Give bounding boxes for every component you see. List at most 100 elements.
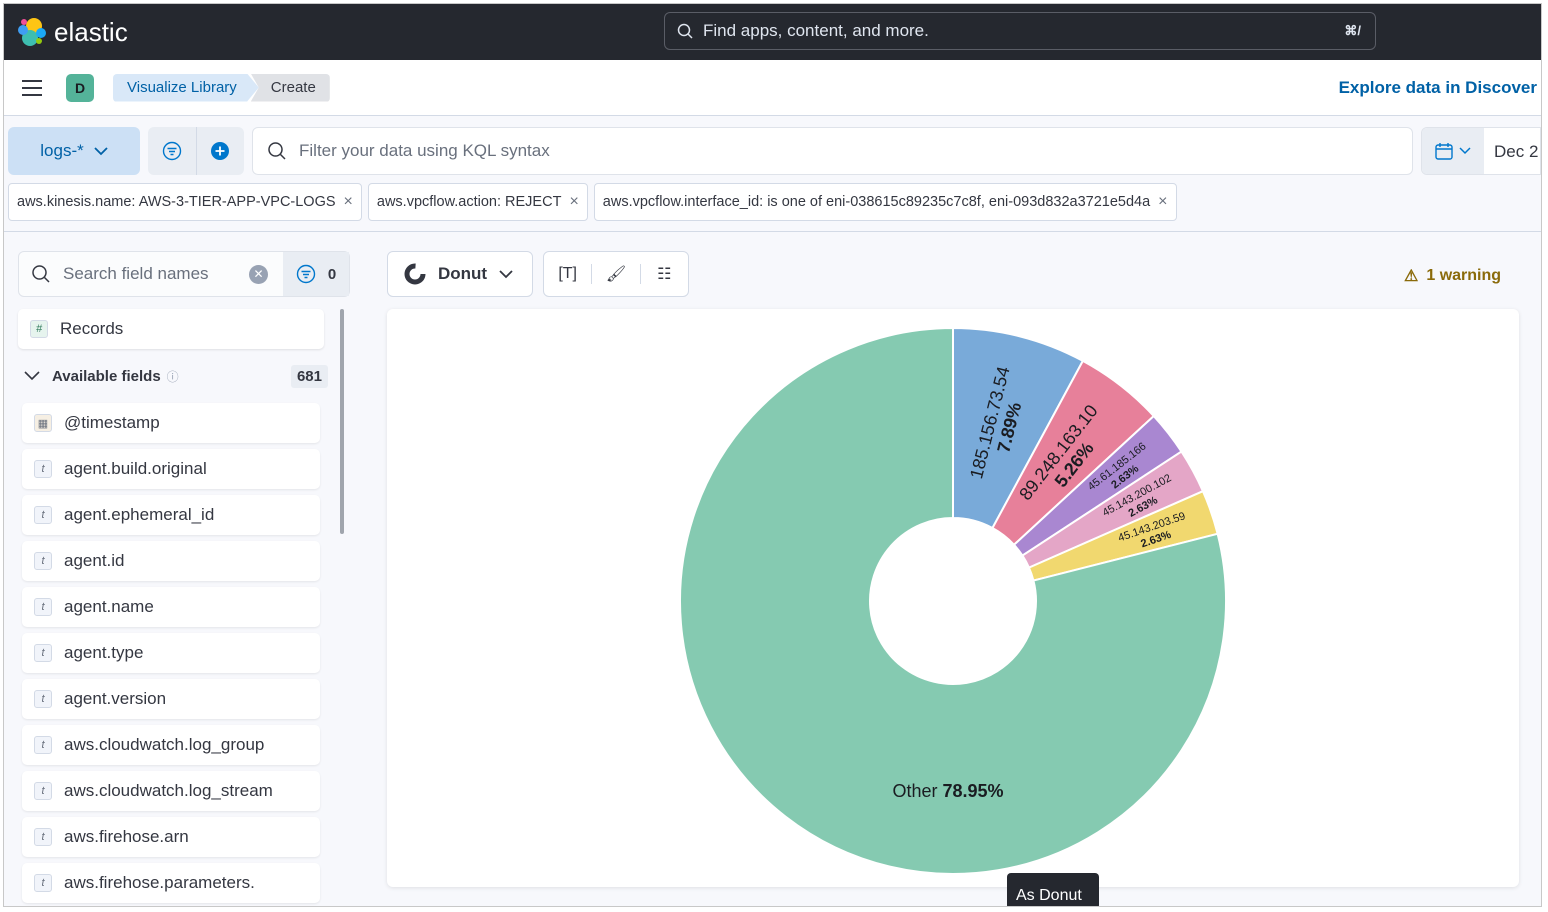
filter-pill[interactable]: aws.kinesis.name: AWS-3-TIER-APP-VPC-LOG… bbox=[8, 183, 362, 221]
filter-text: aws.vpcflow.action: REJECT bbox=[376, 194, 562, 210]
chevron-down-icon bbox=[24, 371, 40, 381]
close-icon[interactable]: × bbox=[343, 193, 353, 210]
field-filter-button[interactable]: 0 bbox=[283, 252, 349, 296]
filter-count: 0 bbox=[327, 265, 337, 283]
filter-pill[interactable]: aws.vpcflow.interface_id: is one of eni-… bbox=[593, 183, 1177, 221]
help-icon[interactable]: ⓘ bbox=[166, 369, 179, 384]
chart-panel: 185.156.73.54 7.89% 89.248.163.10 5.26% 45.6… bbox=[387, 309, 1519, 887]
search-icon bbox=[32, 265, 50, 283]
field-item[interactable]: t aws.firehose.arn bbox=[22, 817, 320, 857]
chevron-down-icon bbox=[1459, 147, 1471, 155]
shortcut-hint: ⌘/ bbox=[1344, 23, 1361, 38]
breadcrumb-visualize-library[interactable]: Visualize Library bbox=[113, 73, 259, 102]
list-icon: ☷ bbox=[657, 266, 672, 283]
calendar-icon bbox=[1435, 143, 1453, 160]
records-field[interactable]: # Records bbox=[18, 309, 324, 349]
string-field-icon: t bbox=[34, 460, 52, 478]
elastic-logo[interactable]: elastic bbox=[16, 16, 128, 48]
filter-text: aws.kinesis.name: AWS-3-TIER-APP-VPC-LOG… bbox=[17, 194, 336, 210]
field-name: aws.cloudwatch.log_group bbox=[64, 735, 265, 754]
field-item[interactable]: t agent.name bbox=[22, 587, 320, 627]
date-picker[interactable]: Dec 2 bbox=[1421, 127, 1541, 175]
menu-icon[interactable] bbox=[22, 79, 42, 96]
warning-icon: ⚠ bbox=[1404, 268, 1419, 285]
field-name: agent.name bbox=[64, 597, 154, 616]
global-search[interactable]: Find apps, content, and more. ⌘/ bbox=[664, 12, 1376, 50]
filter-menu-button[interactable] bbox=[148, 127, 196, 175]
chart-settings-group: [T] 🖌 ☷ bbox=[543, 251, 689, 297]
app-window: elastic Find apps, content, and more. ⌘/… bbox=[3, 3, 1542, 907]
top-header: elastic Find apps, content, and more. ⌘/ bbox=[4, 4, 1541, 60]
explore-in-discover-link[interactable]: Explore data in Discover bbox=[1338, 77, 1537, 97]
kql-placeholder: Filter your data using KQL syntax bbox=[299, 141, 550, 160]
string-field-icon: t bbox=[34, 782, 52, 800]
elastic-logo-icon bbox=[18, 18, 46, 46]
svg-text:Other 78.95%: Other 78.95% bbox=[892, 781, 1003, 801]
filter-pill[interactable]: aws.vpcflow.action: REJECT × bbox=[367, 183, 588, 221]
calendar-icon: ▦ bbox=[34, 414, 52, 432]
field-list: ▦ @timestamp t agent.build.original t agent.e… bbox=[18, 403, 350, 903]
field-item[interactable]: t agent.build.original bbox=[22, 449, 320, 489]
search-placeholder: Find apps, content, and more. bbox=[703, 21, 929, 40]
field-search-placeholder: Search field names bbox=[63, 264, 209, 283]
chart-type-switcher[interactable]: Donut bbox=[387, 251, 533, 297]
donut-chart[interactable]: 185.156.73.547.89%89.248.163.105.26%45.6… bbox=[387, 309, 1519, 887]
close-icon[interactable]: × bbox=[569, 193, 579, 210]
visualization-toolbar: Donut [T] 🖌 ☷ bbox=[387, 251, 689, 297]
search-icon bbox=[268, 142, 286, 160]
chart-type-label: Donut bbox=[438, 264, 488, 283]
slice-Other[interactable] bbox=[679, 326, 1227, 875]
string-field-icon: t bbox=[34, 552, 52, 570]
donut-icon bbox=[404, 263, 426, 285]
string-field-icon: t bbox=[34, 736, 52, 754]
data-view-label: logs-* bbox=[40, 141, 84, 160]
filter-icon bbox=[162, 141, 181, 161]
field-name: aws.cloudwatch.log_stream bbox=[64, 781, 273, 800]
field-item[interactable]: t aws.cloudwatch.log_group bbox=[22, 725, 320, 765]
warning-text: 1 warning bbox=[1426, 267, 1502, 284]
clear-icon[interactable]: ✕ bbox=[249, 264, 268, 284]
string-field-icon: t bbox=[34, 828, 52, 846]
filter-text: aws.vpcflow.interface_id: is one of eni-… bbox=[602, 194, 1151, 210]
add-filter-button[interactable] bbox=[195, 127, 245, 175]
appearance-button[interactable]: 🖌 bbox=[591, 264, 639, 284]
field-name: agent.version bbox=[64, 689, 167, 708]
warnings-button[interactable]: ⚠ 1 warning bbox=[1404, 266, 1501, 286]
string-field-icon: t bbox=[34, 874, 52, 892]
logo-text: elastic bbox=[54, 16, 128, 47]
field-name: aws.firehose.arn bbox=[64, 827, 189, 846]
legend-button[interactable]: ☷ bbox=[639, 264, 688, 284]
available-fields-count: 681 bbox=[290, 364, 328, 388]
field-item[interactable]: t aws.firehose.parameters. bbox=[22, 863, 320, 903]
slice-percent: 78.95% bbox=[942, 781, 1003, 801]
filter-icon bbox=[296, 264, 316, 284]
slice-name: Other bbox=[892, 781, 937, 801]
query-bar: logs-* Filter your data using KQL syntax… bbox=[8, 126, 1541, 176]
field-search-input[interactable]: Search field names ✕ 0 bbox=[18, 251, 350, 297]
field-item[interactable]: t agent.ephemeral_id bbox=[22, 495, 320, 535]
date-start[interactable]: Dec 2 bbox=[1494, 142, 1539, 161]
data-view-picker[interactable]: logs-* bbox=[8, 127, 140, 175]
space-avatar[interactable]: D bbox=[66, 73, 94, 102]
field-item[interactable]: t agent.version bbox=[22, 679, 320, 719]
field-item[interactable]: t agent.id bbox=[22, 541, 320, 581]
field-item[interactable]: t aws.cloudwatch.log_stream bbox=[22, 771, 320, 811]
tooltip: As Donut bbox=[1007, 873, 1099, 906]
labels-button[interactable]: [T] bbox=[544, 265, 591, 283]
available-fields-toggle[interactable]: Available fields ⓘ 681 bbox=[18, 349, 328, 403]
brush-icon: 🖌 bbox=[605, 266, 627, 283]
field-name: agent.build.original bbox=[64, 459, 207, 478]
divider bbox=[4, 231, 1541, 232]
close-icon[interactable]: × bbox=[1158, 193, 1168, 210]
field-name: @timestamp bbox=[64, 413, 160, 432]
quick-date-menu[interactable] bbox=[1422, 128, 1484, 174]
text-icon: [T] bbox=[558, 265, 577, 282]
chevron-down-icon bbox=[499, 269, 513, 278]
field-list-sidebar: Search field names ✕ 0 # Records Availabl… bbox=[18, 251, 350, 906]
field-item[interactable]: ▦ @timestamp bbox=[22, 403, 320, 443]
search-icon bbox=[677, 23, 693, 39]
kql-search-input[interactable]: Filter your data using KQL syntax bbox=[252, 127, 1413, 175]
sidebar-scrollbar[interactable] bbox=[340, 309, 344, 534]
number-field-icon: # bbox=[30, 320, 48, 338]
field-item[interactable]: t agent.type bbox=[22, 633, 320, 673]
